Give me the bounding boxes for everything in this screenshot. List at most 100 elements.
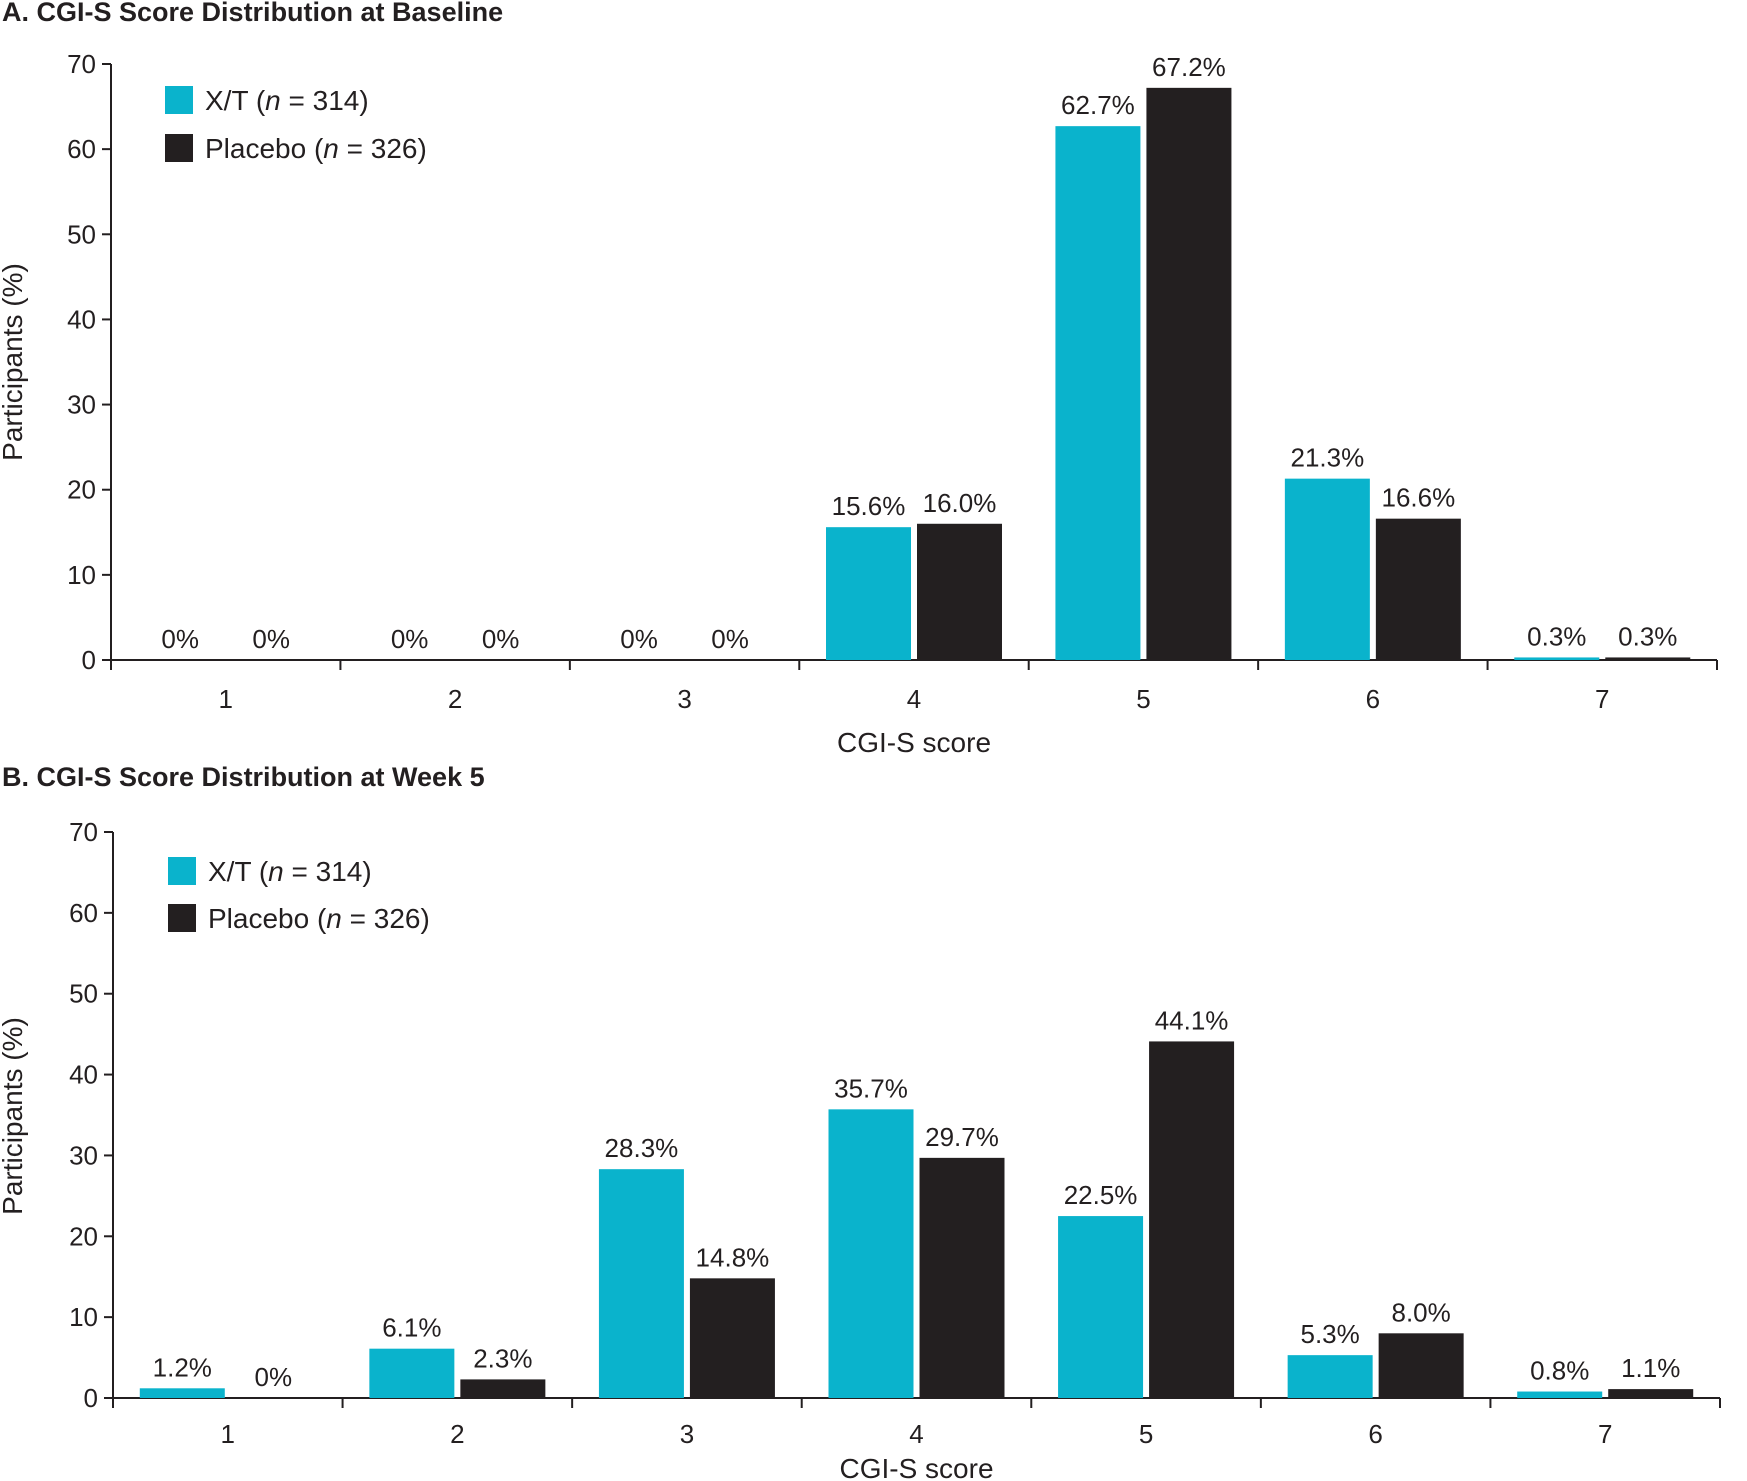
- legend-paren: (: [306, 133, 324, 164]
- data-label-xt-score-4: 15.6%: [832, 491, 906, 521]
- y-axis-title: Participants (%): [0, 1017, 28, 1215]
- bar-xt-score-7: [1514, 657, 1600, 660]
- x-tick-label: 1: [221, 1419, 235, 1449]
- bar-placebo-score-4: [919, 1157, 1005, 1398]
- chart-title: B. CGI-S Score Distribution at Week 5: [2, 762, 485, 792]
- y-tick-label: 40: [67, 304, 96, 334]
- data-label-xt-score-7: 0.8%: [1530, 1356, 1589, 1386]
- data-label-xt-score-3: 28.3%: [605, 1133, 679, 1163]
- legend-swatch: [165, 86, 193, 114]
- data-label-xt-score-3: 0%: [620, 624, 658, 654]
- data-label-xt-score-7: 0.3%: [1527, 621, 1586, 651]
- legend-n-italic: n: [265, 85, 281, 116]
- legend-item-xt: X/T (n = 314): [168, 856, 372, 887]
- y-tick-label: 10: [69, 1302, 98, 1332]
- bar-xt-score-7: [1517, 1391, 1603, 1398]
- bar-xt-score-5: [1058, 1216, 1144, 1398]
- x-tick-label: 6: [1368, 1419, 1382, 1449]
- chart-title: A. CGI-S Score Distribution at Baseline: [2, 0, 503, 27]
- legend-n-italic: n: [268, 856, 284, 887]
- legend-n-italic: n: [323, 133, 339, 164]
- bar-placebo-score-6: [1375, 518, 1461, 660]
- legend-item-placebo: Placebo (n = 326): [165, 133, 427, 164]
- y-axis-title: Participants (%): [0, 263, 28, 461]
- legend-n-value: = 326): [342, 903, 430, 934]
- data-label-xt-score-4: 35.7%: [834, 1073, 908, 1103]
- y-tick-label: 60: [69, 898, 98, 928]
- data-label-placebo-score-2: 2.3%: [473, 1343, 532, 1373]
- data-label-xt-score-5: 62.7%: [1061, 90, 1135, 120]
- x-tick-label: 4: [907, 684, 921, 714]
- bar-xt-score-1: [139, 1388, 225, 1398]
- legend-paren: (: [251, 856, 269, 887]
- bar-placebo-score-4: [917, 523, 1002, 660]
- x-tick-label: 7: [1595, 684, 1609, 714]
- data-label-placebo-score-1: 0%: [254, 1362, 292, 1392]
- legend-n-italic: n: [326, 903, 342, 934]
- bar-placebo-score-5: [1149, 1041, 1235, 1398]
- data-label-placebo-score-1: 0%: [252, 624, 290, 654]
- x-tick-label: 2: [448, 684, 462, 714]
- legend-n-value: = 326): [339, 133, 427, 164]
- x-tick-label: 5: [1136, 684, 1150, 714]
- x-tick-label: 6: [1366, 684, 1380, 714]
- y-tick-label: 0: [84, 1383, 98, 1413]
- legend-label: X/T (n = 314): [205, 85, 369, 116]
- bar-placebo-score-5: [1146, 87, 1232, 661]
- bar-xt-score-5: [1055, 126, 1141, 660]
- data-label-placebo-score-2: 0%: [482, 624, 520, 654]
- y-tick-label: 20: [67, 475, 96, 505]
- bar-xt-score-4: [826, 527, 911, 660]
- legend-item-placebo: Placebo (n = 326): [168, 903, 430, 934]
- data-label-placebo-score-4: 16.0%: [923, 488, 997, 518]
- data-label-placebo-score-6: 8.0%: [1392, 1297, 1451, 1327]
- legend-swatch: [168, 857, 196, 885]
- legend-series-name: X/T: [208, 856, 251, 887]
- bar-placebo-score-2: [460, 1379, 546, 1398]
- legend-label: Placebo (n = 326): [208, 903, 430, 934]
- x-tick-label: 5: [1139, 1419, 1153, 1449]
- bar-placebo-score-3: [689, 1278, 775, 1398]
- y-tick-label: 50: [67, 219, 96, 249]
- data-label-xt-score-6: 5.3%: [1301, 1319, 1360, 1349]
- legend-n-value: = 314): [281, 85, 369, 116]
- x-tick-label: 7: [1598, 1419, 1612, 1449]
- y-tick-label: 70: [69, 817, 98, 847]
- data-label-placebo-score-6: 16.6%: [1381, 483, 1455, 513]
- x-tick-label: 3: [680, 1419, 694, 1449]
- bar-xt-score-3: [598, 1169, 684, 1398]
- bar-xt-score-6: [1287, 1355, 1373, 1398]
- bar-xt-score-2: [369, 1348, 455, 1398]
- y-tick-label: 30: [67, 390, 96, 420]
- legend-series-name: Placebo: [205, 133, 306, 164]
- data-label-xt-score-1: 1.2%: [153, 1352, 212, 1382]
- legend-swatch: [168, 904, 196, 932]
- bar-xt-score-4: [828, 1109, 914, 1398]
- y-tick-label: 50: [69, 979, 98, 1009]
- chart-panel-week5: B. CGI-S Score Distribution at Week 5010…: [0, 762, 1721, 1481]
- data-label-xt-score-1: 0%: [161, 624, 199, 654]
- data-label-xt-score-2: 6.1%: [382, 1313, 441, 1343]
- chart-panel-baseline: A. CGI-S Score Distribution at Baseline 0…: [0, 0, 1718, 758]
- y-tick-label: 70: [67, 49, 96, 79]
- bar-xt-score-6: [1284, 478, 1370, 660]
- bar-placebo-score-7: [1605, 657, 1691, 660]
- legend-n-value: = 314): [284, 856, 372, 887]
- y-tick-label: 40: [69, 1060, 98, 1090]
- legend-label: X/T (n = 314): [208, 856, 372, 887]
- bar-placebo-score-6: [1378, 1333, 1464, 1398]
- legend-paren: (: [248, 85, 266, 116]
- data-label-xt-score-5: 22.5%: [1064, 1180, 1138, 1210]
- y-tick-label: 0: [82, 645, 96, 675]
- y-tick-label: 20: [69, 1221, 98, 1251]
- data-label-placebo-score-4: 29.7%: [925, 1122, 999, 1152]
- x-tick-label: 1: [218, 684, 232, 714]
- y-tick-label: 10: [67, 560, 96, 590]
- data-label-placebo-score-3: 0%: [711, 624, 749, 654]
- legend-series-name: X/T: [205, 85, 248, 116]
- x-tick-label: 3: [677, 684, 691, 714]
- y-tick-label: 30: [69, 1140, 98, 1170]
- data-label-placebo-score-5: 44.1%: [1155, 1005, 1229, 1035]
- legend-swatch: [165, 134, 193, 162]
